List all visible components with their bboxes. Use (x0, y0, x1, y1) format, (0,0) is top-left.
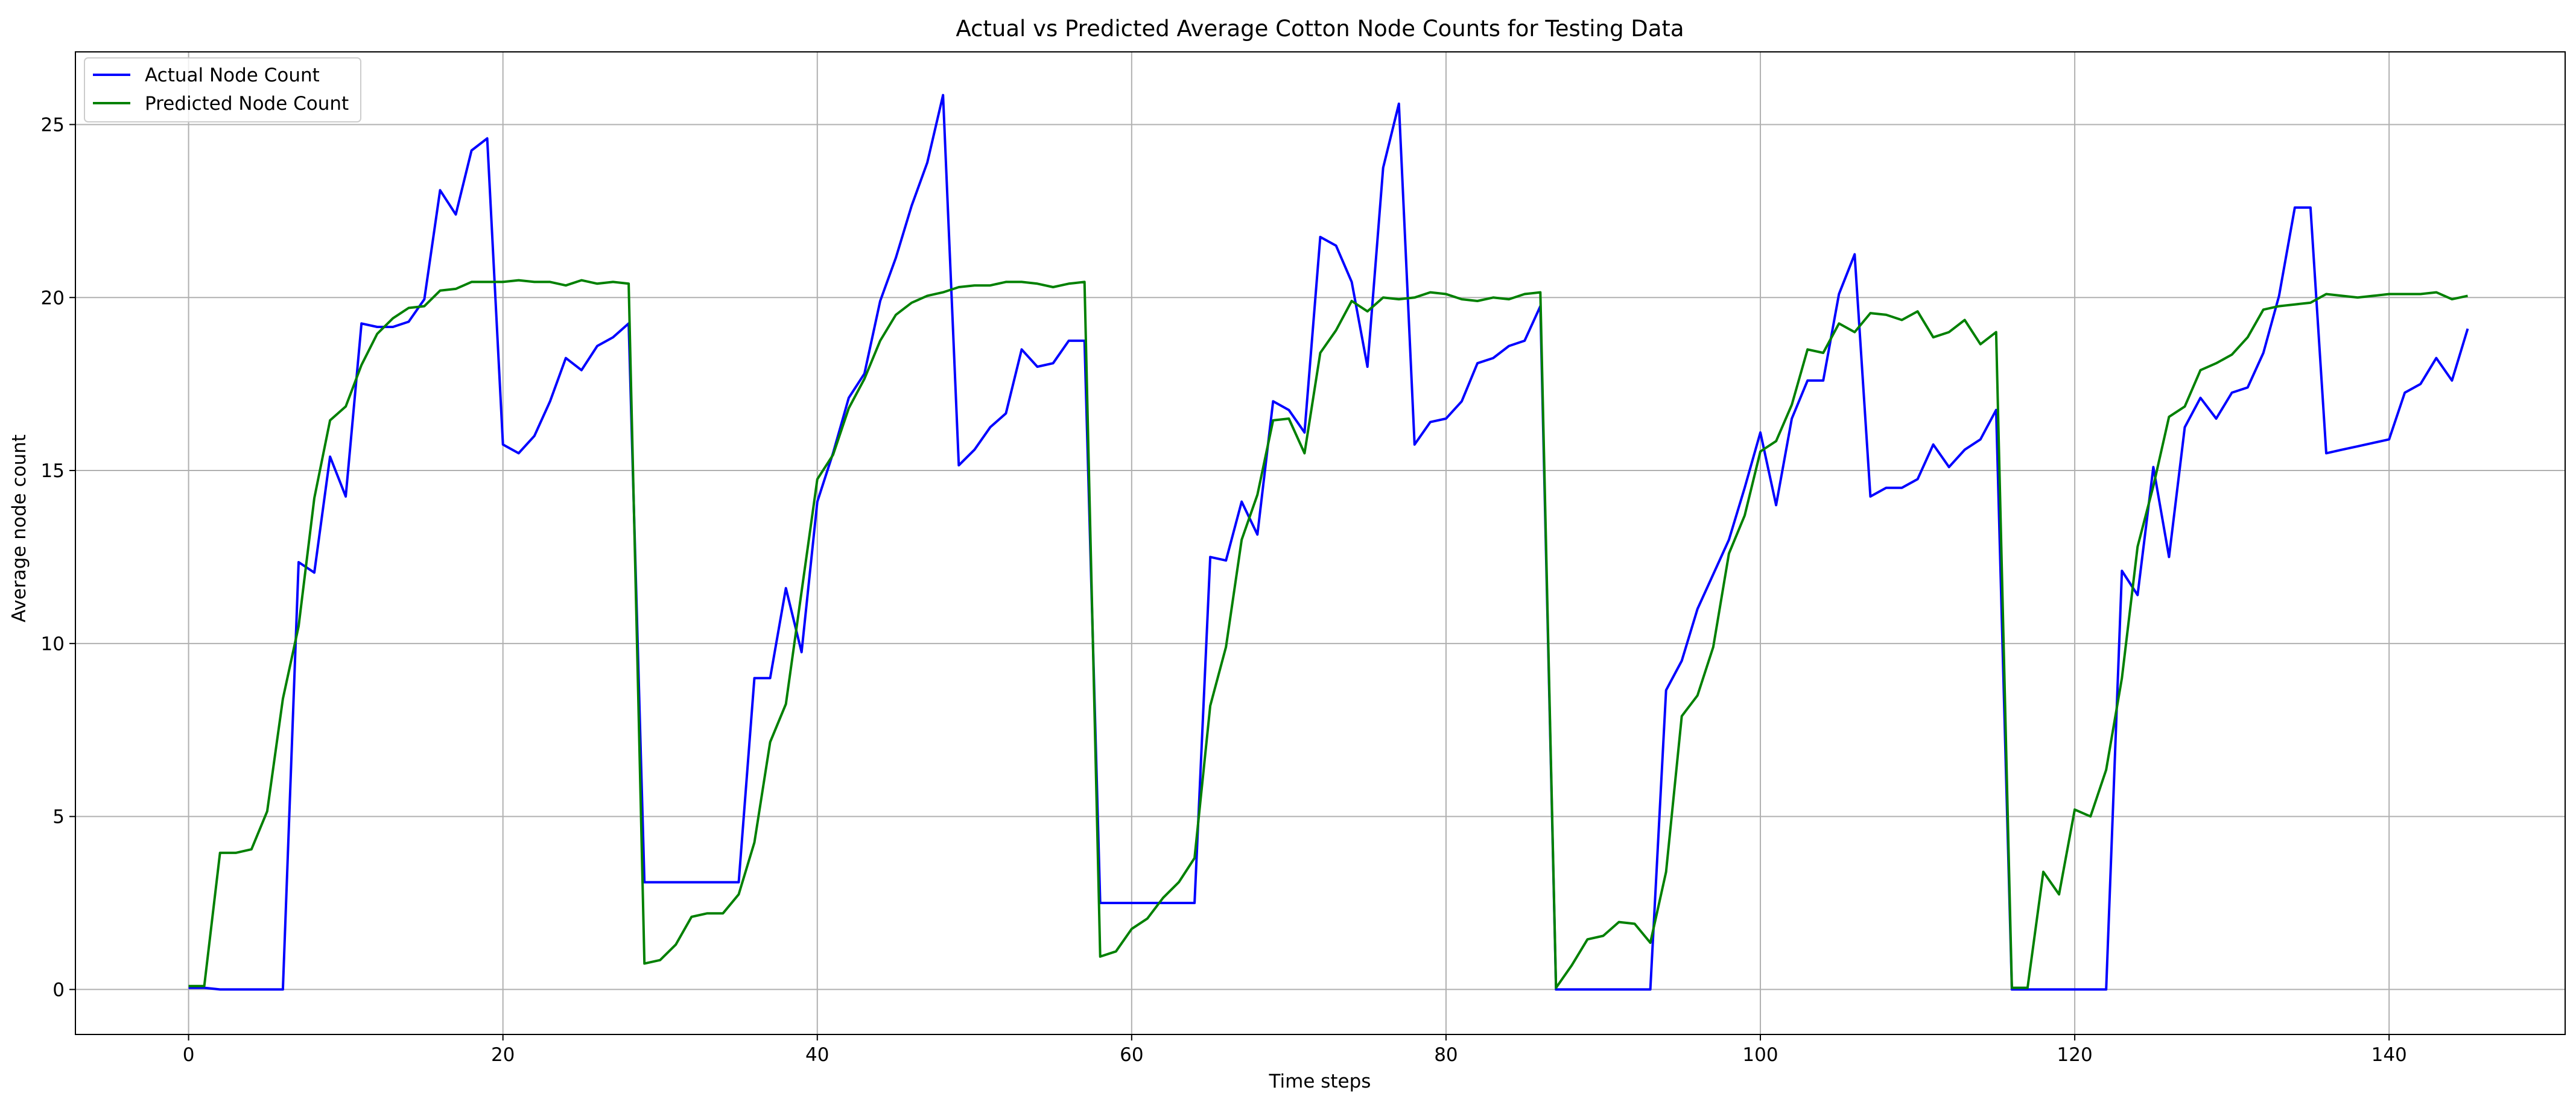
y-axis: 0 5 10 15 20 25 (41, 114, 75, 1001)
legend-box (84, 57, 361, 122)
x-tick-label: 20 (491, 1044, 515, 1066)
chart-title: Actual vs Predicted Average Cotton Node … (956, 16, 1684, 42)
x-tick-label: 100 (1742, 1044, 1778, 1066)
y-tick-label: 25 (41, 114, 65, 136)
x-tick-label: 0 (183, 1044, 195, 1066)
x-axis-label: Time steps (1269, 1071, 1371, 1092)
grid (75, 52, 2565, 1034)
legend: Actual Node Count Predicted Node Count (84, 57, 361, 122)
x-tick-label: 60 (1120, 1044, 1143, 1066)
legend-label: Actual Node Count (145, 65, 320, 86)
legend-label: Predicted Node Count (145, 93, 349, 115)
x-axis: 0 20 40 60 80 100 120 140 (183, 1034, 2407, 1066)
y-tick-label: 5 (52, 806, 65, 828)
series-line-actual (188, 93, 2469, 991)
x-tick-label: 140 (2371, 1044, 2407, 1066)
x-tick-label: 80 (1434, 1044, 1458, 1066)
y-tick-label: 20 (41, 287, 65, 309)
y-tick-label: 15 (41, 460, 65, 482)
y-tick-label: 10 (41, 633, 65, 655)
x-tick-label: 40 (805, 1044, 829, 1066)
y-axis-label: Average node count (8, 434, 30, 622)
y-tick-label: 0 (52, 979, 65, 1001)
x-tick-label: 120 (2057, 1044, 2093, 1066)
series-line-predicted (188, 279, 2468, 989)
series-layer (188, 93, 2469, 991)
plot-frame (75, 51, 2566, 1035)
